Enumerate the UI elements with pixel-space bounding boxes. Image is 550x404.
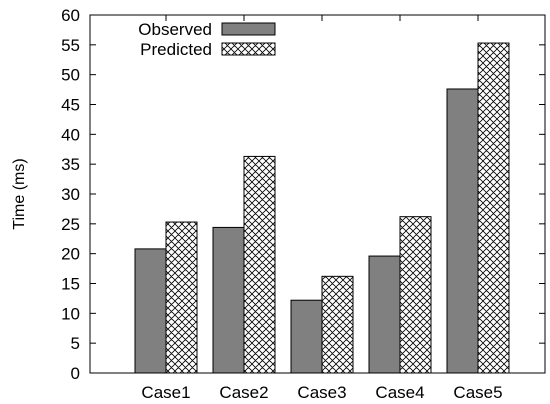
bar-observed-case4 [368, 255, 401, 374]
bar-observed-case1 [134, 248, 167, 374]
legend-swatch-observed [221, 22, 276, 36]
bar-observed-case3 [290, 299, 323, 374]
y-tick-label: 10 [61, 304, 80, 323]
bars [134, 42, 510, 374]
y-tick-label: 40 [61, 125, 80, 144]
y-tick-label: 60 [61, 6, 80, 25]
bar-predicted-case2 [243, 155, 276, 374]
y-tick-label: 0 [71, 364, 80, 383]
y-tick-label: 45 [61, 96, 80, 115]
bar-predicted-case1 [165, 221, 198, 374]
y-tick-label: 5 [71, 334, 80, 353]
bar-predicted-case3 [321, 275, 354, 374]
y-tick-label: 55 [61, 36, 80, 55]
y-tick-label: 35 [61, 155, 80, 174]
y-tick-label: 50 [61, 66, 80, 85]
x-tick-label: Case4 [375, 383, 424, 402]
legend-label-predicted: Predicted [140, 40, 212, 59]
y-tick-label: 20 [61, 245, 80, 264]
bar-predicted-case4 [399, 216, 432, 374]
y-axis: 0 5 10 15 20 25 30 35 40 45 50 55 60 [61, 6, 545, 383]
y-tick-label: 30 [61, 185, 80, 204]
bar-predicted-case5 [477, 42, 510, 374]
bar-observed-case5 [446, 88, 479, 374]
x-tick-label: Case5 [453, 383, 502, 402]
x-tick-label: Case2 [219, 383, 268, 402]
y-axis-title: Time (ms) [11, 158, 28, 229]
y-tick-label: 25 [61, 215, 80, 234]
x-axis: Case1 Case2 Case3 Case4 Case5 [141, 15, 503, 402]
x-tick-label: Case1 [141, 383, 190, 402]
legend-label-observed: Observed [138, 20, 212, 39]
bar-observed-case2 [212, 226, 245, 374]
legend-swatch-predicted [221, 42, 276, 56]
x-tick-label: Case3 [297, 383, 346, 402]
y-tick-label: 15 [61, 275, 80, 294]
